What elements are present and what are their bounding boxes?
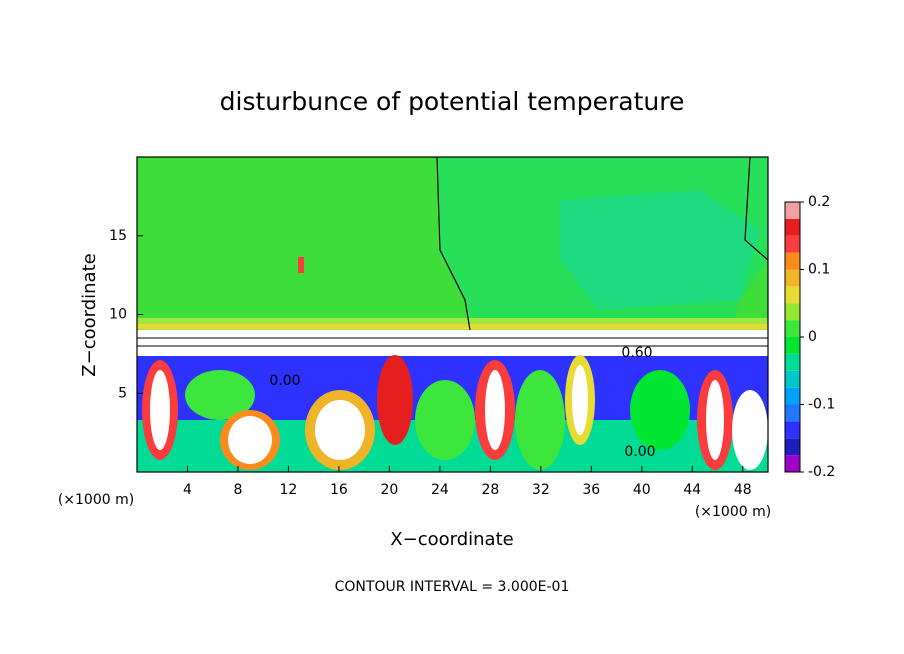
colorbar-band <box>785 218 800 236</box>
colorbar-band <box>785 370 800 388</box>
colorbar-band <box>785 404 800 422</box>
contour-label: 0.00 <box>269 373 300 389</box>
x-tick-label: 4 <box>183 482 192 498</box>
x-unit-label: (×1000 m) <box>695 504 771 520</box>
colorbar-band <box>785 421 800 439</box>
y-tick-label: 10 <box>109 307 127 323</box>
colorbar-band <box>785 303 800 321</box>
colorbar-tick-label: -0.1 <box>808 397 835 413</box>
colorbar-band <box>785 387 800 405</box>
contour-label: 0.00 <box>624 444 655 460</box>
x-tick-label: 32 <box>532 482 550 498</box>
x-tick-label: 20 <box>380 482 398 498</box>
colorbar-band <box>785 455 800 472</box>
footer-note: CONTOUR INTERVAL = 3.000E-01 <box>335 579 570 595</box>
colorbar-band <box>785 337 800 354</box>
x-tick-label: 40 <box>633 482 651 498</box>
x-tick-label: 8 <box>233 482 242 498</box>
colorbar-band <box>785 252 800 270</box>
colorbar-band <box>785 353 800 371</box>
field <box>137 156 769 472</box>
y-tick-label: 5 <box>118 385 127 401</box>
colorbar-band <box>785 269 800 287</box>
colorbar-tick-label: -0.2 <box>808 464 835 480</box>
colorbar-tick-label: 0.1 <box>808 262 830 278</box>
x-tick-label: 16 <box>330 482 348 498</box>
colorbar-band <box>785 286 800 304</box>
y-tick-label: 15 <box>109 228 127 244</box>
colorbar-band <box>785 235 800 253</box>
y-axis-label: Z−coordinate <box>79 253 100 376</box>
x-tick-label: 36 <box>582 482 600 498</box>
x-tick-label: 48 <box>734 482 752 498</box>
chart-title: disturbunce of potential temperature <box>220 87 685 116</box>
colorbar-tick-label: 0 <box>808 329 817 345</box>
colorbar-tick-label: 0.2 <box>808 194 830 210</box>
x-tick-label: 28 <box>481 482 499 498</box>
x-tick-label: 12 <box>280 482 298 498</box>
colorbar-band <box>785 320 800 337</box>
colorbar-band <box>785 438 800 456</box>
contour-label: 0.60 <box>621 345 652 361</box>
x-unit-label: (×1000 m) <box>58 492 134 508</box>
x-tick-label: 24 <box>431 482 449 498</box>
colorbar-band <box>785 202 800 219</box>
x-tick-label: 44 <box>683 482 701 498</box>
x-axis-label: X−coordinate <box>390 529 513 550</box>
